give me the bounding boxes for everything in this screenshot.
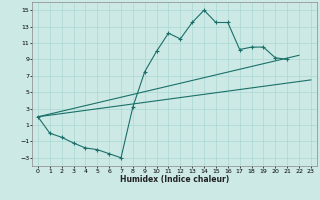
X-axis label: Humidex (Indice chaleur): Humidex (Indice chaleur) bbox=[120, 175, 229, 184]
